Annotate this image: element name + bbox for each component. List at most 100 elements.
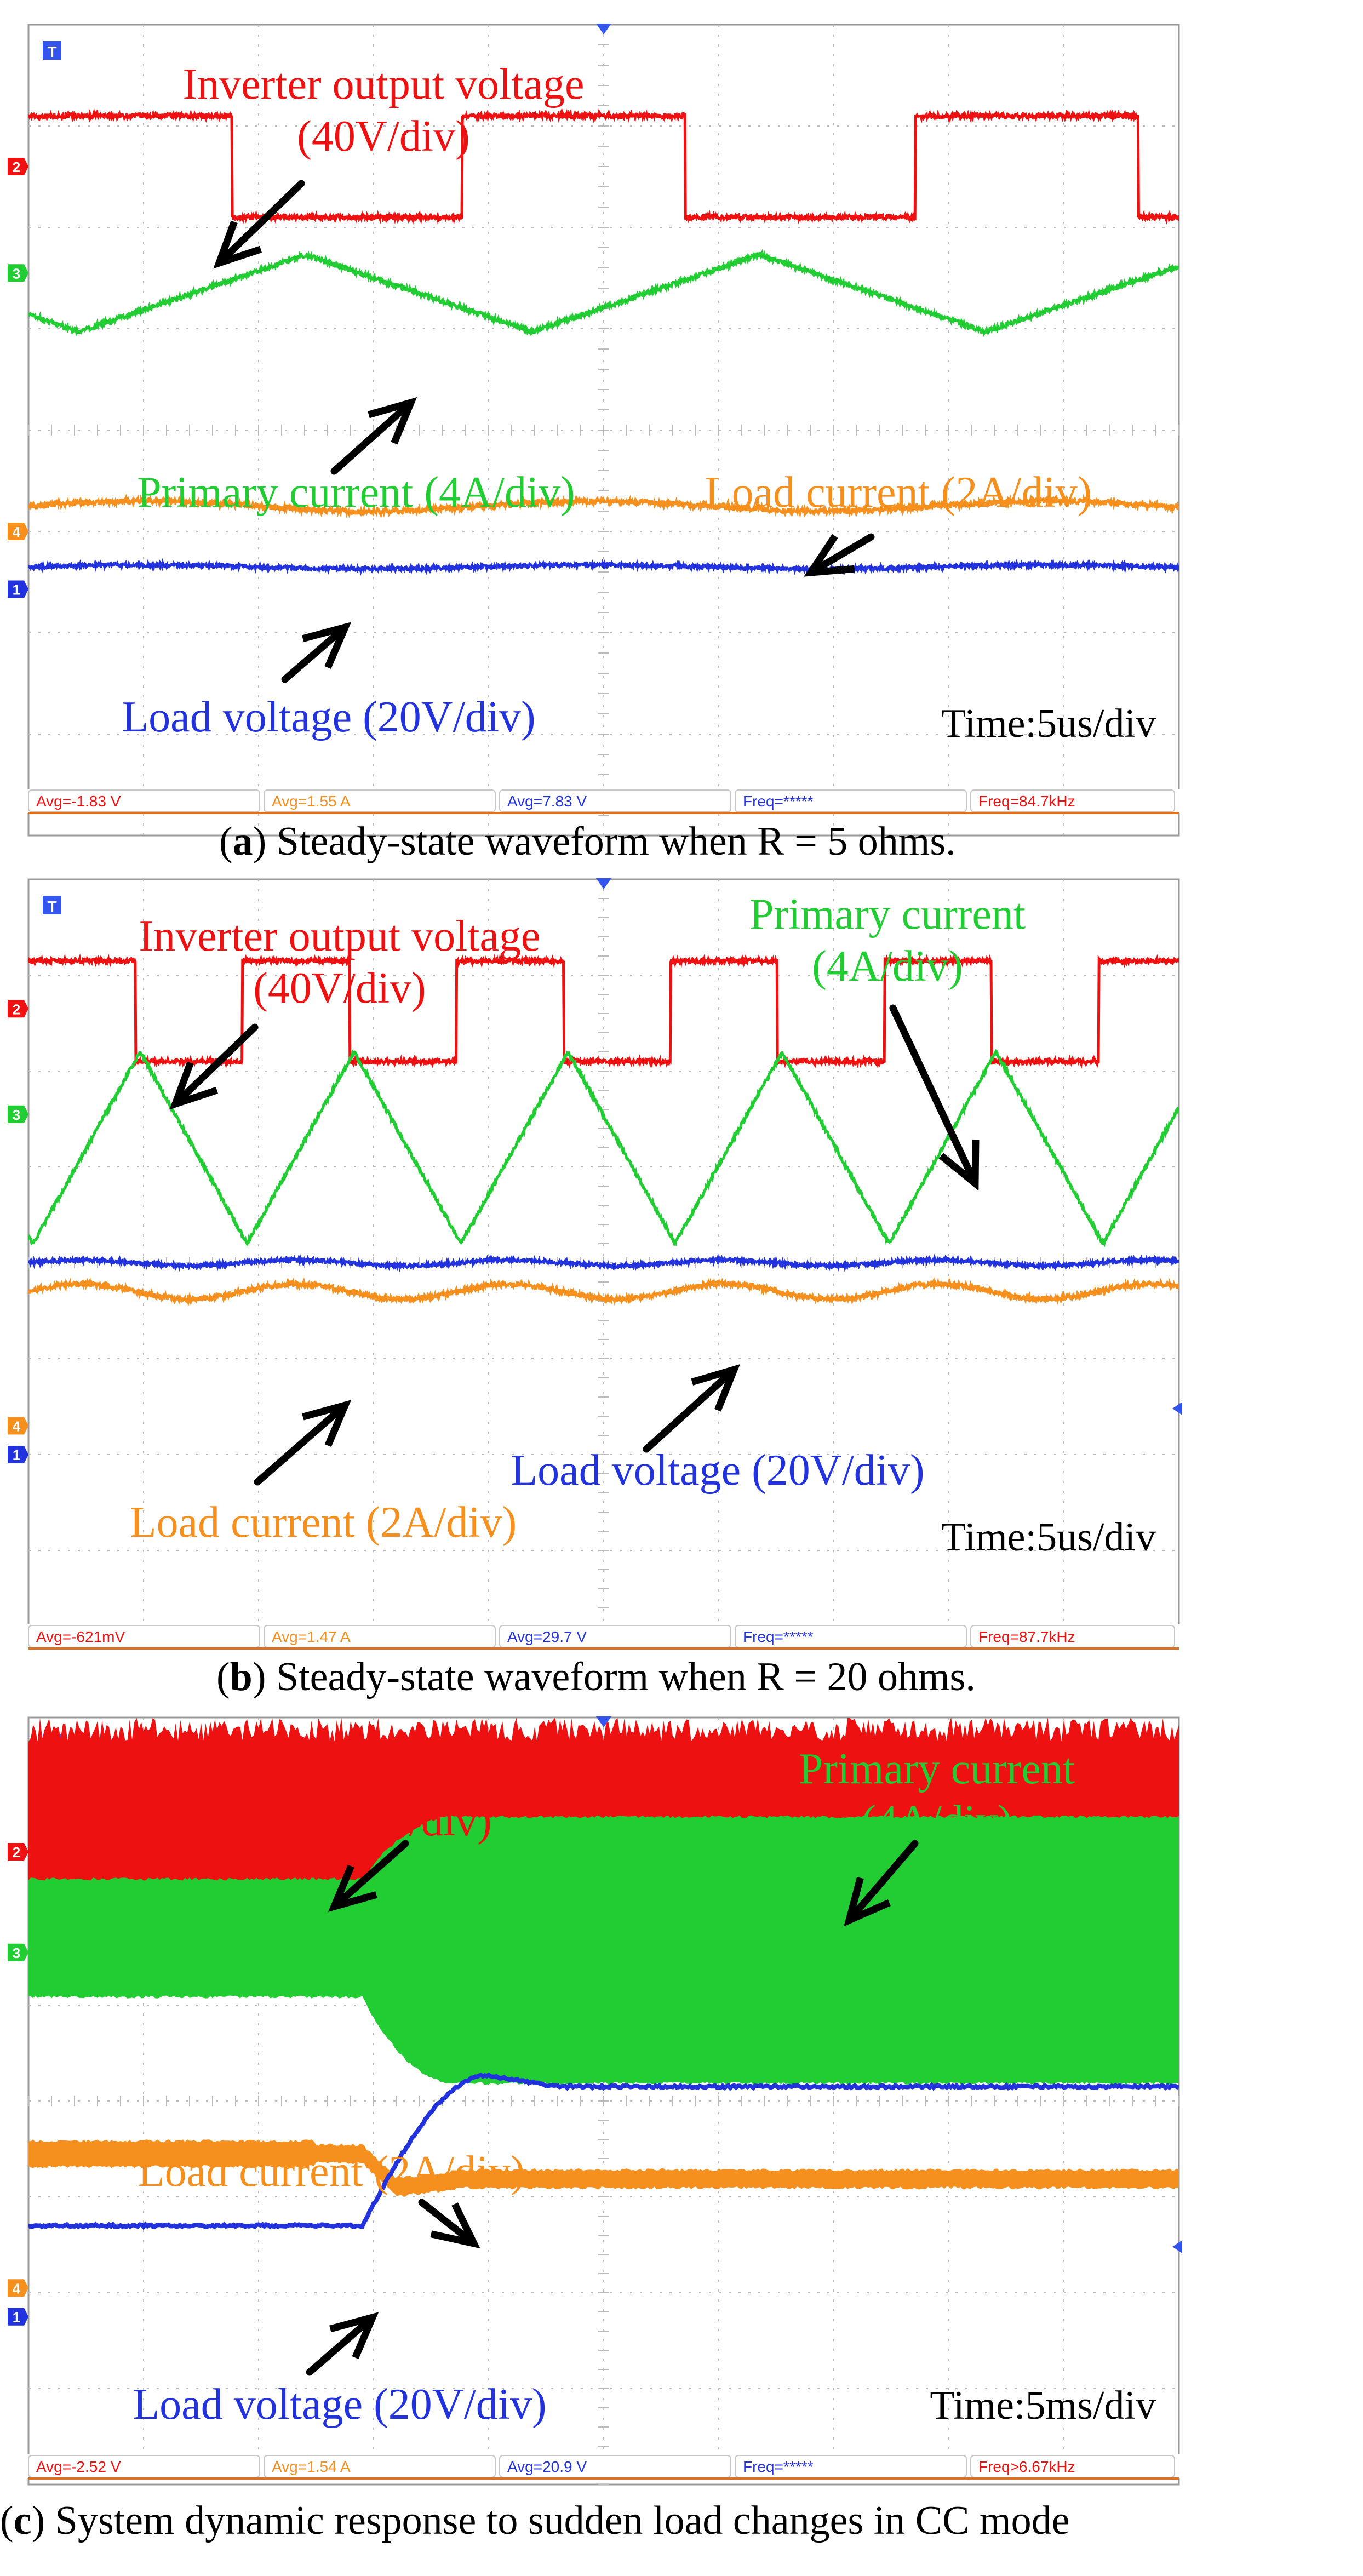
arrow-load-current-head [430, 2202, 480, 2249]
primary-current-label: (4A/div) [861, 1797, 1012, 1845]
status-readout: Avg=1.54 A [272, 2458, 351, 2475]
caption-text: ) Steady-state waveform when R = 20 ohms… [253, 1655, 976, 1699]
status-readout: Freq=84.7kHz [978, 793, 1075, 810]
status-readout: Avg=-1.83 V [36, 793, 121, 810]
trigger-t-label: T [47, 43, 56, 60]
arrow-inverter [171, 1023, 259, 1108]
inverter-voltage-label: Inverter output voltage [139, 912, 540, 960]
channel-marker [8, 2279, 28, 2297]
arrow-load-voltage-head [691, 1364, 741, 1412]
status-readout: Avg=29.7 V [507, 1628, 587, 1645]
status-readout: Avg=-2.52 V [36, 2458, 121, 2475]
arrow-load-voltage [643, 1366, 738, 1453]
trigger-position-marker [596, 878, 611, 889]
status-readout: Freq=***** [743, 1628, 814, 1645]
arrow-load-current-head [302, 1400, 352, 1447]
trigger-position-marker [596, 1716, 611, 1727]
arrow-load-voltage [306, 2314, 376, 2376]
trigger-t-icon [43, 41, 61, 60]
arrow-load-voltage-head [329, 2312, 379, 2360]
primary-current-label: (4A/div) [812, 942, 963, 991]
panel-caption: (c) System dynamic response to sudden lo… [0, 2498, 1069, 2543]
panel-caption: (b) Steady-state waveform when R = 20 oh… [216, 1655, 976, 1699]
status-readout: Freq=87.7kHz [978, 1628, 1075, 1645]
channel-marker-label: 4 [13, 524, 21, 540]
time-scale-label: Time:5us/div [941, 701, 1156, 746]
channel-marker [8, 580, 28, 598]
status-readout: Freq>6.67kHz [978, 2458, 1075, 2475]
panel-b: T 2 3 4 1 Avg=-621mV Avg=1.47 A Avg=29.7 V Freq=… [8, 878, 1184, 1699]
arrow-primary [889, 1004, 979, 1187]
channel-marker-label: 1 [13, 581, 20, 598]
channel-marker-label: 4 [13, 1418, 21, 1435]
primary-current-label: Primary current [799, 1745, 1075, 1793]
load-current-label: Load current (2A/div) [130, 1498, 517, 1547]
status-readout: Freq=***** [743, 793, 814, 810]
arrow-inverter-head [169, 1061, 219, 1110]
load-voltage-trace [28, 558, 1179, 576]
channel-marker-label: 1 [13, 2309, 20, 2326]
channel-marker-label: 3 [13, 1107, 20, 1123]
arrow-primary-head [938, 1139, 980, 1191]
inverter-voltage-label: Inverter output voltage [204, 1745, 606, 1793]
load-voltage-label: Load voltage (20V/div) [122, 693, 535, 741]
arrow-inverter-head [328, 1864, 377, 1912]
trigger-t-icon [43, 896, 61, 914]
arrow-load-current [807, 533, 875, 576]
arrow-load-current [418, 2199, 478, 2247]
load-current-label: Load current (2A/div) [138, 2148, 525, 2196]
panel-a: T 2 3 4 1 Avg=-1.83 V Avg=1.55 A Avg=7.83 V Freq… [8, 24, 1184, 864]
status-readout: Avg=1.55 A [272, 793, 351, 810]
channel-marker-label: 1 [13, 1447, 20, 1463]
arrow-load-voltage-head [302, 622, 352, 669]
load-current-label: Load current (2A/div) [705, 468, 1092, 517]
arrow-inverter [330, 1840, 409, 1910]
channel-marker-label: 2 [13, 159, 20, 175]
status-readout: Avg=1.47 A [272, 1628, 351, 1645]
channel-marker-label: 3 [13, 1945, 20, 1961]
load-current-trace [28, 1276, 1179, 1307]
caption-letter: b [230, 1655, 253, 1699]
trigger-level-marker [1172, 2240, 1182, 2253]
arrow-inverter-head [213, 220, 262, 269]
inverter-voltage-label: Inverter output voltage [182, 60, 584, 108]
channel-marker [8, 158, 28, 175]
load-current-trace [28, 494, 1179, 518]
caption-paren: ( [0, 2498, 14, 2543]
caption-letter: a [233, 819, 253, 864]
inverter-voltage-trace [28, 108, 1179, 225]
arrow-primary [845, 1840, 919, 1924]
caption-text: ) Steady-state waveform when R = 5 ohms. [253, 819, 956, 864]
channel-marker [8, 1843, 28, 1861]
channel-marker [8, 1943, 28, 1961]
arrow-primary-head [368, 397, 417, 445]
load-current-envelope [28, 2139, 1179, 2197]
channel-marker [8, 1105, 28, 1123]
caption-text: ) System dynamic response to sudden load… [32, 2498, 1070, 2543]
channel-marker-label: 3 [13, 265, 20, 282]
arrow-load-voltage [281, 623, 349, 683]
channel-marker [8, 264, 28, 282]
trigger-position-marker [596, 24, 611, 35]
arrow-primary-head [844, 1876, 891, 1927]
primary-current-trace [28, 249, 1179, 337]
primary-current-envelope [28, 1815, 1179, 2085]
status-readout: Freq=***** [743, 2458, 814, 2475]
arrow-inverter [215, 180, 305, 267]
channel-marker-label: 4 [13, 2280, 21, 2297]
status-readout: Avg=7.83 V [507, 793, 587, 810]
arrow-primary [330, 399, 415, 475]
channel-marker [8, 2308, 28, 2326]
load-voltage-trace [28, 2072, 1179, 2230]
inverter-voltage-label: (40V/div) [319, 1797, 492, 1845]
arrow-load-current [254, 1401, 349, 1486]
channel-marker [8, 1417, 28, 1435]
caption-paren: ( [219, 819, 233, 864]
channel-marker-label: 2 [13, 1844, 20, 1861]
status-readout: Avg=20.9 V [507, 2458, 587, 2475]
inverter-voltage-label: (40V/div) [297, 112, 470, 161]
load-voltage-label: Load voltage (20V/div) [133, 2380, 546, 2429]
caption-letter: c [14, 2498, 32, 2543]
